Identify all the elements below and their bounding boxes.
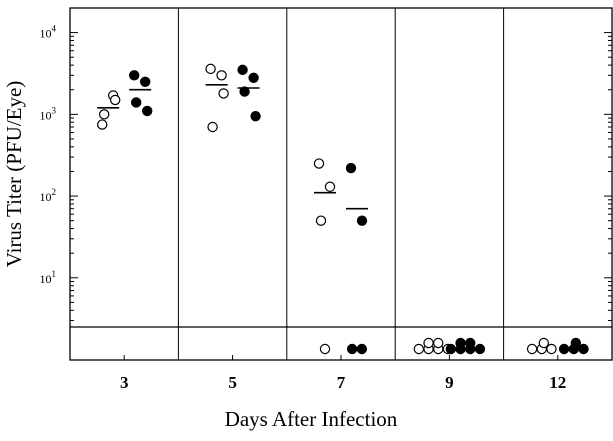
filled-circle-point (345, 162, 357, 174)
filled-circle-point (130, 97, 142, 108)
plot-frame (69, 7, 613, 361)
filled-circle-point (128, 70, 140, 81)
open-circle-point (216, 70, 227, 81)
open-circle-point (315, 215, 327, 226)
open-circle-below-limit (413, 343, 425, 355)
open-circle-below-limit (423, 337, 434, 349)
plot-border (69, 7, 613, 361)
y-tick-exponent: 1 (52, 269, 57, 279)
filled-circle-point (237, 64, 248, 76)
x-tick-label: 3 (120, 373, 129, 392)
open-circle-point (313, 158, 325, 169)
open-circle-point (96, 119, 108, 130)
filled-circle-point (139, 76, 151, 88)
y-tick-label: 101 (40, 269, 57, 286)
open-circle-point (207, 121, 218, 133)
mean-bars (97, 83, 368, 210)
open-circle-point (109, 94, 121, 106)
x-tick-label: 7 (337, 373, 346, 392)
filled-circle-point (356, 215, 368, 226)
y-tick-base: 10 (40, 190, 52, 204)
filled-circle-point (248, 72, 259, 83)
filled-circle-below-limit (570, 337, 582, 349)
filled-circle-point (141, 105, 153, 117)
x-tick-label: 12 (549, 373, 566, 392)
filled-circle-below-limit (558, 343, 570, 355)
y-axis-title: Virus Titer (PFU/Eye) (2, 81, 26, 268)
filled-circle-below-limit (578, 343, 589, 355)
y-tick-label: 104 (40, 24, 57, 41)
filled-circle-below-limit (465, 337, 476, 349)
open-circle-point (98, 109, 110, 120)
y-tick-base: 10 (40, 108, 52, 122)
filled-circle-below-limit (346, 343, 358, 355)
open-circle-below-limit (319, 343, 331, 355)
y-tick-exponent: 2 (52, 187, 57, 197)
open-circle-point (218, 88, 229, 99)
x-axis-title: Days After Infection (225, 407, 398, 431)
filled-circle-point (239, 86, 250, 97)
y-tick-label: 102 (40, 187, 57, 204)
y-tick-exponent: 4 (52, 24, 57, 34)
filled-circle-below-limit (474, 343, 486, 355)
y-tick-label: 103 (40, 105, 57, 122)
open-circle-point (205, 63, 216, 75)
open-circle-below-limit (526, 343, 538, 355)
data-points (96, 63, 589, 355)
open-circle-below-limit (433, 337, 444, 349)
y-tick-exponent: 3 (52, 105, 57, 115)
y-tick-base: 10 (40, 272, 52, 286)
x-axis-categories: 3 5 7 9 12 (120, 355, 566, 392)
x-tick-label: 5 (228, 373, 237, 392)
open-circle-below-limit (538, 337, 550, 349)
filled-circle-point (250, 110, 261, 122)
x-tick-label: 9 (445, 373, 454, 392)
filled-circle-below-limit (356, 343, 368, 355)
y-tick-base: 10 (40, 27, 52, 41)
filled-circle-below-limit (445, 343, 457, 355)
filled-circle-below-limit (455, 337, 466, 349)
open-circle-point (324, 181, 336, 192)
open-circle-below-limit (546, 343, 557, 355)
